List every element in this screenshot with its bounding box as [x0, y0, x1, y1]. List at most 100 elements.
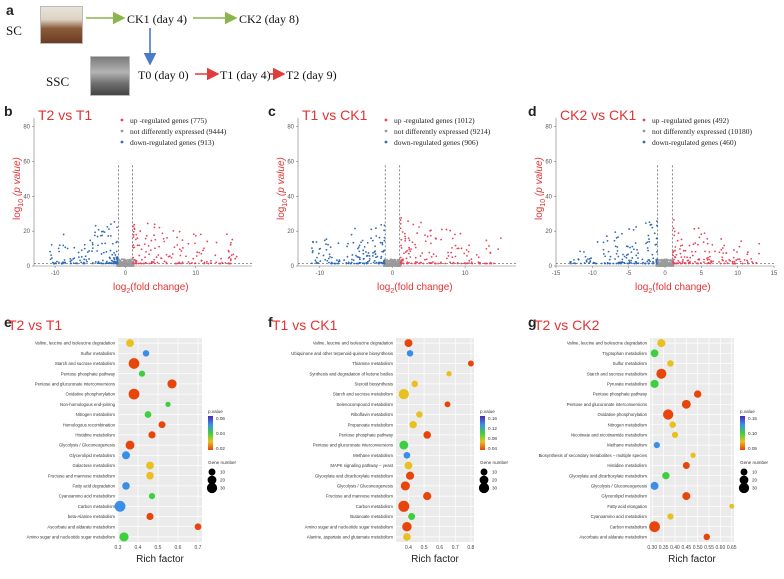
point-down	[353, 262, 355, 265]
point-up	[144, 237, 147, 240]
point-up	[421, 252, 424, 254]
point-up	[672, 254, 674, 257]
point-up	[179, 254, 182, 257]
point-up	[165, 262, 168, 265]
x-tick-label: 0.5	[155, 545, 162, 551]
point-up	[407, 220, 409, 222]
point-down	[101, 259, 104, 262]
point-down	[358, 250, 361, 253]
point-down	[84, 255, 87, 258]
point-up	[451, 246, 453, 249]
pathway-bubble	[663, 409, 674, 420]
point-up	[430, 255, 433, 258]
point-not-diff	[665, 258, 668, 261]
point-down	[635, 254, 638, 257]
point-up	[404, 237, 407, 240]
pathway-label: Riboflavin metabolism	[351, 412, 393, 417]
point-down	[614, 231, 617, 233]
point-up	[674, 246, 677, 248]
point-not-diff	[669, 263, 672, 266]
point-up	[133, 223, 136, 226]
point-up	[672, 260, 674, 263]
point-down	[368, 257, 371, 260]
point-up	[675, 262, 678, 265]
point-up	[220, 257, 223, 260]
gene-size-dot	[207, 475, 217, 485]
point-up	[692, 243, 695, 246]
point-down	[616, 246, 619, 248]
point-up	[134, 238, 137, 241]
point-down	[616, 250, 619, 252]
pvalue-legend-title: p.value	[480, 409, 495, 414]
point-down	[621, 258, 624, 261]
point-down	[110, 223, 112, 226]
point-up	[408, 239, 411, 242]
point-down	[383, 224, 386, 227]
point-down	[383, 262, 385, 264]
point-up	[680, 262, 683, 265]
point-up	[445, 228, 448, 231]
point-down	[80, 261, 83, 264]
point-down	[350, 233, 353, 236]
point-down	[72, 258, 75, 260]
point-down	[368, 255, 371, 257]
x-tick-label: 0.4	[135, 545, 142, 551]
point-up	[191, 262, 193, 264]
point-not-diff	[123, 263, 126, 266]
point-up	[679, 247, 681, 250]
point-up	[420, 261, 423, 264]
point-down	[331, 262, 334, 265]
point-up	[731, 260, 734, 263]
pathway-bubble	[667, 360, 674, 367]
x-tick-label: 0.7	[195, 545, 202, 551]
point-not-diff	[397, 259, 400, 262]
panel-letter-d: d	[528, 103, 537, 119]
point-down	[656, 237, 658, 240]
point-down	[350, 261, 353, 264]
point-up	[165, 253, 168, 256]
point-up	[478, 261, 481, 264]
point-up	[721, 256, 724, 259]
point-not-diff	[664, 262, 666, 264]
point-not-diff	[388, 260, 391, 263]
legend-entry: up -regulated genes (775)	[130, 116, 207, 125]
x-tick-label: -10	[315, 271, 324, 277]
point-down	[107, 262, 109, 265]
point-up	[158, 245, 161, 248]
point-down	[94, 231, 96, 234]
point-up	[154, 238, 157, 241]
x-tick-label: 0.65	[727, 545, 737, 551]
point-up	[752, 262, 754, 265]
point-up	[736, 251, 738, 253]
point-down	[310, 262, 313, 265]
point-up	[180, 262, 182, 265]
point-up	[673, 258, 675, 261]
point-up	[422, 262, 425, 265]
point-up	[460, 262, 463, 265]
point-down	[614, 258, 616, 260]
point-up	[497, 248, 500, 251]
point-down	[600, 262, 603, 265]
point-down	[324, 258, 327, 261]
point-up	[410, 262, 413, 265]
point-up	[758, 252, 760, 255]
y-tick-label: 20	[287, 229, 294, 235]
point-down	[383, 229, 386, 232]
pathway-bubble	[402, 521, 412, 532]
point-up	[420, 221, 422, 224]
pathway-bubble	[729, 503, 735, 509]
point-down	[647, 249, 650, 252]
pathway-bubble	[408, 513, 416, 520]
point-down	[109, 249, 112, 252]
point-up	[740, 240, 743, 243]
point-up	[449, 229, 452, 232]
point-down	[105, 251, 108, 253]
point-down	[62, 244, 65, 247]
point-down	[380, 223, 383, 226]
point-up	[221, 261, 224, 264]
point-down	[372, 261, 375, 264]
point-up	[425, 258, 428, 261]
x-tick-label: 10	[462, 271, 469, 277]
point-up	[400, 238, 403, 241]
pathway-bubble	[703, 533, 710, 541]
